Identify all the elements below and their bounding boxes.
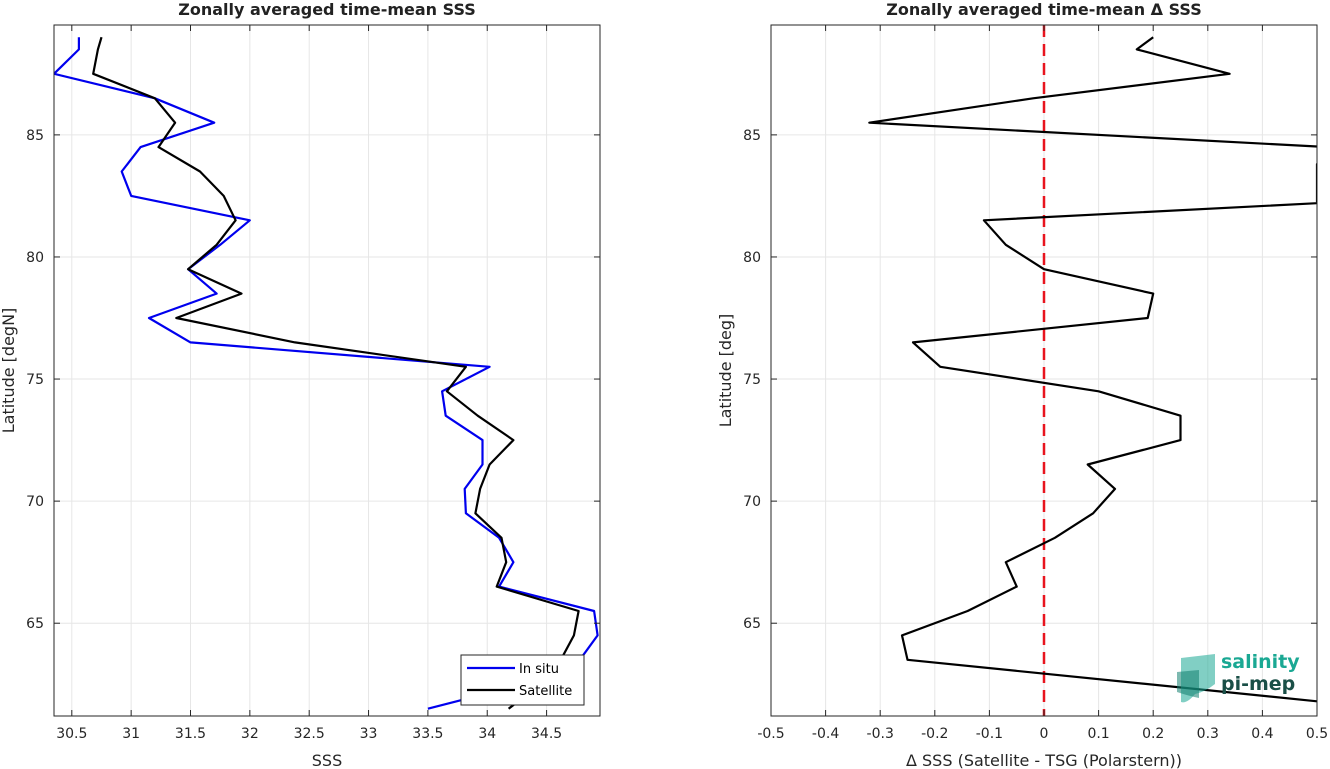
x-tick-label: 33.5: [412, 726, 443, 742]
left-chart-title: Zonally averaged time-mean SSS: [178, 0, 476, 19]
y-tick-label: 85: [743, 128, 761, 144]
x-tick-label: 0.3: [1197, 726, 1219, 742]
logo-text-pi-mep: pi-mep: [1221, 673, 1295, 695]
x-tick-label: 31: [122, 726, 140, 742]
logo-wave-icon-shadow: [1177, 670, 1199, 698]
delta-sss-line: [868, 36, 1317, 703]
right-x-axis-label: Δ SSS (Satellite - TSG (Polarstern)): [906, 751, 1182, 769]
series-line-satellite: [92, 36, 580, 710]
x-tick-label: -0.3: [867, 726, 894, 742]
x-tick-label: 0.4: [1251, 726, 1273, 742]
y-tick-label: 65: [26, 616, 44, 632]
x-tick-label: 34: [478, 726, 496, 742]
right-chart-title: Zonally averaged time-mean Δ SSS: [886, 0, 1202, 19]
left-plot-area: [54, 25, 600, 716]
x-tick-label: 0.5: [1306, 726, 1328, 742]
left-chart: 30.5 31 31.5 32 32.5 33 33.5 34 34.5 65 70 75 80 85 Z…: [0, 0, 601, 769]
right-series: [868, 25, 1317, 716]
left-y-axis-label: Latitude [degN]: [0, 308, 18, 434]
x-tick-label: 0.1: [1087, 726, 1109, 742]
left-series: [54, 36, 599, 710]
right-chart: salinity pi-mep -0.5 -0.4 -0.3 -0.2 -0.1 0 0.1…: [716, 0, 1328, 769]
y-tick-label: 70: [26, 494, 44, 510]
y-tick-label: 85: [26, 128, 44, 144]
legend-label-in-situ: In situ: [519, 662, 559, 677]
legend-label-satellite: Satellite: [519, 684, 572, 699]
x-tick-label: -0.2: [921, 726, 948, 742]
x-tick-label: 33: [360, 726, 378, 742]
logo-text-salinity: salinity: [1221, 651, 1300, 673]
left-x-axis-label: SSS: [312, 751, 342, 769]
left-grid: [54, 25, 600, 716]
right-ticks: -0.5 -0.4 -0.3 -0.2 -0.1 0 0.1 0.2 0.3 0.4 0.5 65 70…: [743, 25, 1328, 742]
y-tick-label: 70: [743, 494, 761, 510]
legend: In situ Satellite: [460, 654, 585, 706]
salinity-pi-mep-logo: salinity pi-mep: [1177, 651, 1300, 703]
x-tick-label: 32: [241, 726, 259, 742]
x-tick-label: 32.5: [294, 726, 325, 742]
left-ticks: 30.5 31 31.5 32 32.5 33 33.5 34 34.5 65 70 75 80 85: [26, 25, 600, 742]
y-tick-label: 80: [743, 250, 761, 266]
x-tick-label: 0.2: [1142, 726, 1164, 742]
y-tick-label: 75: [26, 372, 44, 388]
y-tick-label: 80: [26, 250, 44, 266]
x-tick-label: 34.5: [531, 726, 562, 742]
x-tick-label: -0.4: [812, 726, 839, 742]
y-tick-label: 75: [743, 372, 761, 388]
legend-box: [460, 654, 585, 706]
x-tick-label: -0.5: [757, 726, 784, 742]
left-plot-border: [53, 24, 601, 717]
x-tick-label: 0: [1040, 726, 1049, 742]
x-tick-label: 31.5: [175, 726, 206, 742]
y-tick-label: 65: [743, 616, 761, 632]
right-y-axis-label: Latitude [deg]: [716, 314, 735, 428]
x-tick-label: -0.1: [976, 726, 1003, 742]
x-tick-label: 30.5: [56, 726, 87, 742]
